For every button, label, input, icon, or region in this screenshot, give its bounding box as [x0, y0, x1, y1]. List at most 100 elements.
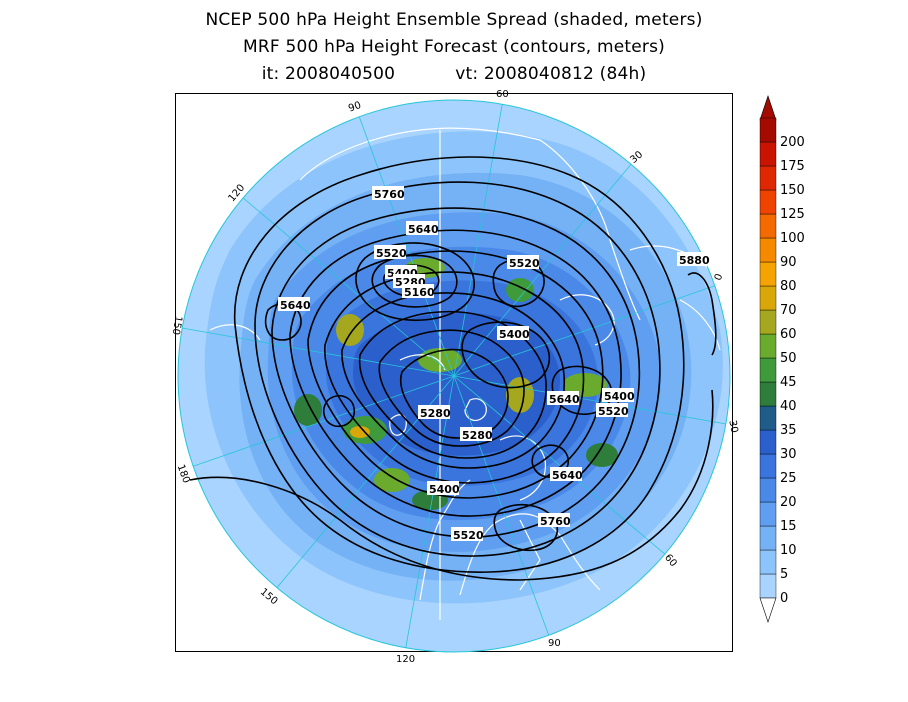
- colorbar-label: 25: [780, 471, 797, 486]
- spread-shading: [178, 100, 730, 652]
- colorbar-swatch: [759, 405, 777, 431]
- colorbar-swatch: [759, 333, 777, 359]
- colorbar-label: 200: [780, 135, 805, 150]
- colorbar-label: 100: [780, 231, 805, 246]
- colorbar: 0 5 10 15 20 25 30 35 40 45 50 60 70 80 90 100 125 150 175…: [759, 95, 805, 623]
- longitude-label: 60: [496, 89, 509, 100]
- longitude-label: 0: [713, 272, 726, 282]
- contour-label: 5760: [538, 513, 571, 528]
- longitude-label: 150: [170, 315, 184, 336]
- colorbar-swatch: [759, 237, 777, 263]
- contour-label: 5280: [460, 427, 493, 442]
- longitude-label: 90: [548, 638, 561, 649]
- colorbar-swatch: [759, 549, 777, 575]
- spread-maximum: [336, 314, 364, 346]
- contour-label: 5520: [596, 403, 629, 418]
- contour-5400: [551, 365, 613, 415]
- colorbar-swatch: [759, 357, 777, 383]
- title-line-1: NCEP 500 hPa Height Ensemble Spread (sha…: [205, 10, 703, 30]
- colorbar-label: 0: [780, 591, 788, 606]
- colorbar-label: 40: [780, 399, 797, 414]
- contour-label: 5640: [550, 467, 583, 482]
- contour-5820: [233, 156, 685, 573]
- contour-label: 5640: [406, 221, 439, 236]
- disk-outline: [177, 99, 731, 653]
- colorbar-label: 35: [780, 423, 797, 438]
- longitude-label: 150: [258, 587, 280, 608]
- spread-region: [352, 312, 560, 456]
- colorbar-swatch: [759, 309, 777, 335]
- longitude-label: 180: [175, 463, 192, 485]
- svg-text:5520: 5520: [598, 405, 629, 418]
- colorbar-swatch: [759, 477, 777, 503]
- colorbar-swatch: [759, 117, 777, 143]
- contour-5400: [358, 310, 547, 459]
- colorbar-under-triangle: [759, 597, 777, 623]
- svg-text:5640: 5640: [552, 469, 583, 482]
- spread-maximum: [506, 377, 534, 413]
- svg-text:5880: 5880: [679, 254, 710, 267]
- contour-label: 5520: [451, 527, 484, 542]
- title-line-2: MRF 500 hPa Height Forecast (contours, m…: [242, 37, 665, 57]
- colorbar-swatch: [759, 261, 777, 287]
- svg-text:5280: 5280: [462, 429, 493, 442]
- colorbar-swatch: [759, 141, 777, 167]
- contour-5280: [399, 348, 509, 439]
- contour-label: 5280: [418, 405, 451, 420]
- svg-text:5520: 5520: [453, 529, 484, 542]
- init-time-label: it: 2008040500: [261, 64, 396, 84]
- contour-5280: [371, 254, 458, 308]
- colorbar-label: 15: [780, 519, 797, 534]
- contour-label: 5760: [372, 186, 405, 201]
- spread-maximum: [350, 426, 370, 438]
- graticule: [181, 100, 727, 652]
- longitude-label: 30: [726, 419, 739, 433]
- svg-text:5400: 5400: [499, 328, 530, 341]
- colorbar-swatch: [759, 165, 777, 191]
- contour-label: 5400: [602, 388, 635, 403]
- contour-labels: 5760 5640 5520 5400 5280 5160 5520 5640 …: [278, 186, 710, 542]
- svg-text:5280: 5280: [420, 407, 451, 420]
- colorbar-swatch: [759, 525, 777, 551]
- contour-5880: [687, 272, 717, 356]
- longitude-label: 90: [347, 100, 363, 115]
- svg-text:5760: 5760: [374, 188, 405, 201]
- colorbar-label: 50: [780, 351, 797, 366]
- svg-text:5400: 5400: [429, 483, 460, 496]
- colorbar-swatch: [759, 501, 777, 527]
- valid-time-label: vt: 2008040812 (84h): [455, 64, 647, 84]
- contour-5400: [461, 321, 551, 389]
- colorbar-label: 175: [780, 159, 805, 174]
- contour-label: 5400: [497, 326, 530, 341]
- svg-text:5640: 5640: [280, 299, 311, 312]
- svg-text:5520: 5520: [509, 257, 540, 270]
- colorbar-label: 70: [780, 303, 797, 318]
- colorbar-swatch: [759, 381, 777, 407]
- contour-5640: [531, 444, 570, 478]
- colorbar-label: 125: [780, 207, 805, 222]
- title-line-3: it: 2008040500 vt: 2008040812 (84h): [0, 64, 908, 84]
- spread-maximum: [506, 278, 534, 302]
- colorbar-label: 80: [780, 279, 797, 294]
- svg-text:5160: 5160: [404, 286, 435, 299]
- contour-label: 5400: [427, 481, 460, 496]
- contour-5400: [355, 242, 475, 322]
- contour-label: 5640: [547, 391, 580, 406]
- colorbar-swatch: [759, 429, 777, 455]
- svg-text:5760: 5760: [540, 515, 571, 528]
- svg-text:5640: 5640: [549, 393, 580, 406]
- colorbar-swatch: [759, 213, 777, 239]
- spread-maximum: [374, 468, 410, 492]
- contour-5340: [378, 329, 525, 447]
- spread-maximum: [586, 443, 618, 467]
- contour-5880: [189, 389, 714, 581]
- svg-text:5640: 5640: [408, 223, 439, 236]
- contour-5700: [271, 207, 641, 538]
- colorbar-swatch: [759, 453, 777, 479]
- longitude-label: 30: [628, 149, 645, 166]
- colorbar-over-triangle: [759, 95, 777, 121]
- colorbar-label: 150: [780, 183, 805, 198]
- colorbar-label: 5: [780, 567, 788, 582]
- colorbar-swatch: [759, 189, 777, 215]
- longitude-label: 120: [396, 654, 415, 665]
